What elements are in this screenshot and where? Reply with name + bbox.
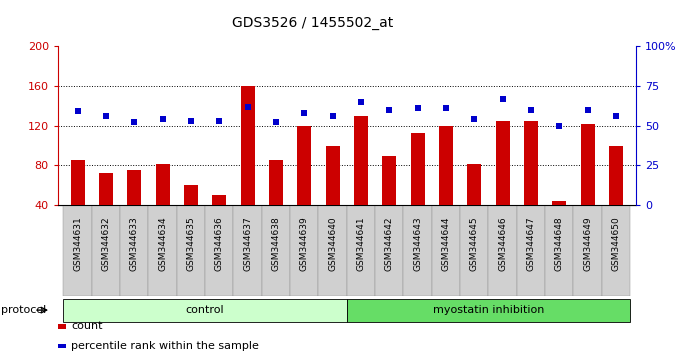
Point [157, 116, 168, 122]
Point [497, 96, 508, 101]
Bar [439, 126, 453, 245]
Point [72, 109, 83, 114]
Bar [382, 155, 396, 245]
Point [242, 104, 253, 109]
Text: GSM344631: GSM344631 [73, 216, 82, 271]
Point [356, 99, 367, 105]
Bar [120, 205, 148, 296]
Bar [573, 205, 602, 296]
Text: GSM344646: GSM344646 [498, 216, 507, 271]
Bar [524, 121, 538, 245]
Text: GSM344645: GSM344645 [470, 216, 479, 271]
Text: GSM344642: GSM344642 [385, 216, 394, 271]
Bar [99, 173, 113, 245]
Text: protocol: protocol [1, 305, 47, 315]
Bar [233, 205, 262, 296]
Bar [375, 205, 403, 296]
Bar [184, 185, 198, 245]
Text: GSM344643: GSM344643 [413, 216, 422, 271]
Text: GSM344635: GSM344635 [186, 216, 195, 271]
Bar [318, 205, 347, 296]
Text: myostatin inhibition: myostatin inhibition [432, 305, 544, 315]
Text: GSM344632: GSM344632 [101, 216, 110, 271]
Bar [432, 205, 460, 296]
Point [271, 120, 282, 125]
Text: percentile rank within the sample: percentile rank within the sample [71, 341, 259, 351]
Bar [148, 205, 177, 296]
Text: GSM344638: GSM344638 [271, 216, 280, 271]
Bar [609, 145, 623, 245]
Text: GSM344650: GSM344650 [611, 216, 620, 271]
Bar [403, 205, 432, 296]
Text: count: count [71, 321, 103, 331]
Point [186, 118, 197, 124]
Point [554, 123, 565, 129]
Bar [460, 205, 488, 296]
Point [526, 107, 537, 113]
Text: control: control [186, 305, 224, 315]
Bar [63, 205, 92, 296]
Text: GSM344649: GSM344649 [583, 216, 592, 271]
Bar [290, 205, 318, 296]
Bar [71, 160, 85, 245]
Bar [347, 205, 375, 296]
Bar [354, 116, 368, 245]
Bar [326, 145, 340, 245]
Bar [262, 205, 290, 296]
Bar [545, 205, 573, 296]
Point [327, 113, 338, 119]
Bar [297, 126, 311, 245]
Point [611, 113, 622, 119]
Bar [488, 205, 517, 296]
Text: GSM344641: GSM344641 [356, 216, 365, 271]
Text: GSM344636: GSM344636 [215, 216, 224, 271]
Bar [156, 164, 170, 245]
Text: GSM344647: GSM344647 [526, 216, 535, 271]
Bar [411, 133, 425, 245]
Text: GSM344640: GSM344640 [328, 216, 337, 271]
Point [101, 113, 112, 119]
Text: GSM344634: GSM344634 [158, 216, 167, 271]
Bar [347, 299, 630, 321]
Text: GSM344637: GSM344637 [243, 216, 252, 271]
Point [129, 120, 140, 125]
Bar [205, 205, 233, 296]
Bar [241, 86, 255, 245]
Bar [552, 201, 566, 245]
Text: GSM344644: GSM344644 [441, 216, 450, 271]
Text: GSM344648: GSM344648 [555, 216, 564, 271]
Point [441, 105, 452, 111]
Text: GSM344633: GSM344633 [130, 216, 139, 271]
Bar [269, 160, 283, 245]
Bar [127, 171, 141, 245]
Point [214, 118, 225, 124]
Bar [467, 164, 481, 245]
Point [412, 105, 423, 111]
Bar [92, 205, 120, 296]
Bar [212, 195, 226, 245]
Bar [581, 124, 595, 245]
Point [469, 116, 480, 122]
Bar [177, 205, 205, 296]
Point [582, 107, 593, 113]
Point [384, 107, 395, 113]
Bar [63, 299, 347, 321]
Bar [496, 121, 510, 245]
Bar [602, 205, 630, 296]
Text: GDS3526 / 1455502_at: GDS3526 / 1455502_at [232, 16, 394, 30]
Text: GSM344639: GSM344639 [300, 216, 309, 271]
Point [299, 110, 310, 116]
Bar [517, 205, 545, 296]
